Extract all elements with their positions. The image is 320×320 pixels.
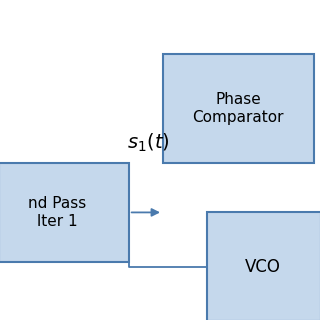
FancyBboxPatch shape: [0, 163, 129, 262]
Text: Phase
Comparator: Phase Comparator: [192, 92, 284, 125]
Text: nd Pass
lter 1: nd Pass lter 1: [28, 196, 87, 228]
FancyBboxPatch shape: [207, 212, 320, 320]
Text: VCO: VCO: [244, 258, 280, 276]
Text: $s_1(t)$: $s_1(t)$: [127, 132, 170, 155]
FancyBboxPatch shape: [163, 54, 314, 163]
